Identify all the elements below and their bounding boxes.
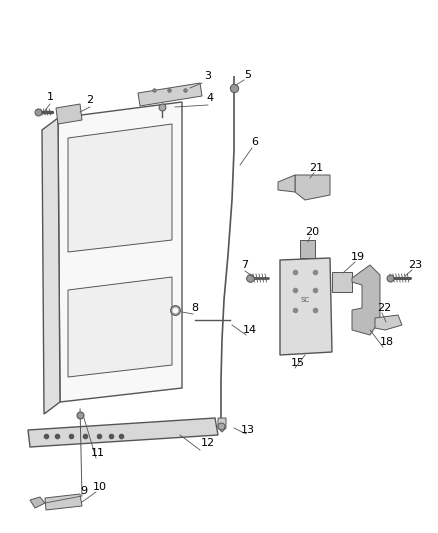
Polygon shape: [68, 124, 172, 252]
Text: 3: 3: [205, 71, 212, 81]
Text: 1: 1: [46, 92, 53, 102]
Text: 7: 7: [241, 260, 248, 270]
Polygon shape: [58, 102, 182, 402]
Polygon shape: [42, 118, 60, 414]
Text: 11: 11: [91, 448, 105, 458]
Text: 8: 8: [191, 303, 198, 313]
Text: 10: 10: [93, 482, 107, 492]
Text: 4: 4: [206, 93, 214, 103]
Polygon shape: [278, 175, 295, 192]
Text: 21: 21: [309, 163, 323, 173]
Polygon shape: [218, 418, 226, 432]
Polygon shape: [30, 497, 45, 508]
Text: 6: 6: [251, 137, 258, 147]
Text: 22: 22: [377, 303, 391, 313]
Text: SC: SC: [300, 297, 310, 303]
Polygon shape: [375, 315, 402, 330]
Text: 9: 9: [81, 486, 88, 496]
Polygon shape: [332, 272, 352, 292]
Polygon shape: [68, 277, 172, 377]
Polygon shape: [45, 494, 82, 510]
Polygon shape: [280, 258, 332, 355]
Polygon shape: [28, 418, 218, 447]
Text: 12: 12: [201, 438, 215, 448]
Text: 20: 20: [305, 227, 319, 237]
Text: 23: 23: [408, 260, 422, 270]
Polygon shape: [352, 265, 380, 335]
Text: 19: 19: [351, 252, 365, 262]
Text: 5: 5: [244, 70, 251, 80]
Text: 15: 15: [291, 358, 305, 368]
Polygon shape: [300, 240, 315, 258]
Text: 2: 2: [86, 95, 94, 105]
Text: 18: 18: [380, 337, 394, 347]
Polygon shape: [138, 83, 202, 106]
Text: 13: 13: [241, 425, 255, 435]
Polygon shape: [56, 104, 82, 124]
Text: 14: 14: [243, 325, 257, 335]
Polygon shape: [295, 175, 330, 200]
